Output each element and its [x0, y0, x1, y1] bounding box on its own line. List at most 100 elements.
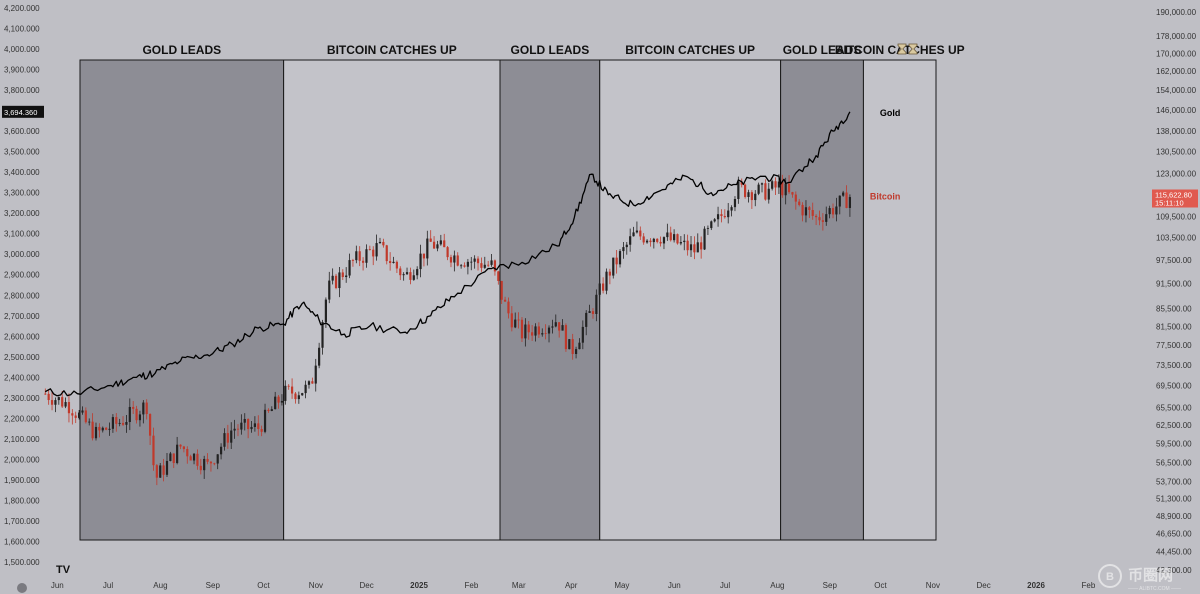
- candle-body: [564, 325, 568, 350]
- bitcoin-candle: [578, 338, 581, 350]
- bitcoin-candle: [449, 254, 453, 268]
- candle-body: [226, 433, 229, 443]
- right-tick-label: 65,500.00: [1156, 404, 1192, 413]
- left-tick-label: 1,900.000: [4, 476, 40, 485]
- candle-body: [321, 322, 324, 348]
- bitcoin-candle: [443, 233, 446, 248]
- bitcoin-price-tag-text: 115,622.80: [1155, 190, 1192, 199]
- right-tick-label: 97,500.00: [1156, 256, 1192, 265]
- right-tick-label: 77,500.00: [1156, 341, 1192, 350]
- candle-body: [162, 465, 165, 475]
- candle-body: [399, 268, 402, 276]
- tradingview-logo: TV: [56, 564, 71, 576]
- bitcoin-candle: [375, 234, 378, 261]
- phase-zones: GOLD LEADS BITCOIN CATCHES UP GOLD LEADS BI…: [79, 43, 965, 541]
- candle-body: [571, 339, 574, 354]
- candle-body: [395, 261, 398, 269]
- candle-body: [679, 242, 682, 244]
- candle-body: [236, 428, 240, 430]
- candle-body: [818, 217, 821, 221]
- bitcoin-candle: [203, 455, 206, 479]
- candle-body: [625, 244, 628, 248]
- bitcoin-candle: [98, 423, 101, 438]
- candle-body: [595, 294, 598, 314]
- bitcoin-candle: [764, 179, 767, 201]
- candle-body: [385, 245, 388, 262]
- candle-body: [152, 435, 155, 466]
- candle-body: [842, 192, 845, 196]
- bitcoin-candle: [848, 194, 852, 217]
- bitcoin-candle: [402, 272, 405, 281]
- bitcoin-candle: [493, 259, 497, 276]
- bitcoin-candle: [821, 213, 824, 231]
- bitcoin-candle: [696, 233, 699, 253]
- bitcoin-candle: [145, 399, 148, 420]
- bitcoin-candle: [111, 414, 115, 433]
- bitcoin-candle: [781, 174, 784, 198]
- candle-body: [808, 207, 811, 210]
- candle-body: [696, 242, 699, 253]
- left-tick-label: 2,900.000: [4, 271, 40, 280]
- left-tick-label: 2,000.000: [4, 455, 40, 464]
- bitcoin-candle: [179, 444, 182, 450]
- left-tick-label: 3,400.000: [4, 168, 40, 177]
- candle-body: [64, 402, 67, 407]
- bitcoin-candle: [263, 403, 267, 434]
- bitcoin-candle: [507, 297, 510, 319]
- bitcoin-candle: [328, 271, 331, 304]
- bitcoin-candle: [706, 225, 710, 235]
- bitcoin-candle: [622, 241, 625, 259]
- candle-body: [81, 410, 84, 413]
- candle-body: [551, 326, 554, 328]
- bitcoin-candle: [581, 320, 584, 350]
- candle-body: [432, 241, 436, 249]
- bitcoin-candle: [226, 424, 229, 449]
- bitcoin-candle: [476, 256, 480, 271]
- bitcoin-candle: [514, 312, 517, 329]
- bitcoin-candle: [723, 209, 726, 219]
- candle-body: [98, 426, 101, 431]
- candle-body: [365, 249, 368, 263]
- bitcoin-candle: [436, 240, 439, 252]
- candle-body: [666, 232, 669, 238]
- gold-series: [44, 111, 851, 397]
- candle-body: [629, 236, 632, 245]
- left-tick-label: 4,200.000: [4, 4, 40, 13]
- bitcoin-candle: [294, 392, 297, 404]
- candle-body: [449, 257, 453, 263]
- bitcoin-candle: [744, 183, 747, 199]
- x-tick-label: Dec: [977, 581, 991, 590]
- bitcoin-candle: [290, 378, 294, 399]
- candle-body: [94, 426, 98, 439]
- bitcoin-candle: [257, 415, 260, 436]
- x-tick-label: Jun: [668, 581, 681, 590]
- candle-body: [334, 275, 338, 289]
- candle-body: [737, 181, 740, 200]
- bitcoin-candle: [64, 397, 67, 409]
- bitcoin-candle: [409, 267, 412, 285]
- right-tick-label: 59,500.00: [1156, 439, 1192, 448]
- bitcoin-candle: [71, 409, 74, 425]
- bitcoin-candle: [121, 416, 125, 427]
- bitcoin-candle: [703, 226, 706, 250]
- candle-body: [159, 465, 162, 478]
- right-tick-label: 51,300.00: [1156, 494, 1192, 503]
- bitcoin-candle: [270, 406, 273, 412]
- candle-body: [263, 409, 267, 432]
- phase-label-4: BITCOIN CATCHES UP: [625, 43, 755, 57]
- bitcoin-candle: [608, 268, 611, 285]
- candle-body: [541, 333, 544, 335]
- bitcoin-candle: [774, 177, 777, 196]
- candle-body: [199, 465, 202, 471]
- candle-body: [145, 402, 148, 415]
- candle-body: [84, 410, 87, 423]
- bitcoin-candle: [551, 319, 554, 334]
- bitcoin-candle: [757, 182, 760, 196]
- bitcoin-candle: [84, 407, 87, 424]
- candle-body: [148, 414, 152, 436]
- bitcoin-candle: [358, 246, 361, 267]
- right-tick-label: 154,000.00: [1156, 86, 1197, 95]
- candle-body: [422, 253, 426, 259]
- bitcoin-candle: [669, 226, 672, 242]
